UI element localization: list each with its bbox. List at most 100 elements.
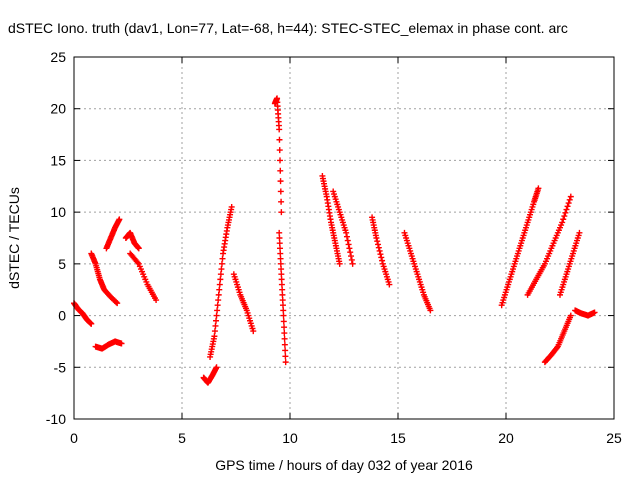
data-point: [250, 328, 257, 335]
data-point: [576, 229, 583, 236]
data-point: [343, 229, 350, 236]
data-point: [219, 255, 226, 262]
data-point: [217, 271, 224, 278]
data-point: [379, 257, 386, 264]
data-point: [566, 196, 573, 203]
data-point: [375, 244, 382, 251]
data-point: [563, 206, 570, 213]
data-point: [213, 364, 220, 371]
data-point: [280, 318, 287, 325]
x-axis-label: GPS time / hours of day 032 of year 2016: [215, 457, 473, 473]
data-arc: [127, 250, 160, 304]
y-tick-label: -10: [46, 411, 66, 427]
data-point: [375, 241, 382, 248]
data-point: [215, 297, 222, 304]
data-point: [567, 193, 574, 200]
data-point: [344, 237, 351, 244]
data-point: [214, 302, 221, 309]
data-point: [218, 260, 225, 267]
data-point: [118, 340, 125, 347]
data-arc: [200, 364, 220, 386]
data-point: [113, 299, 120, 306]
y-tick-label: 0: [58, 308, 66, 324]
data-point: [277, 167, 284, 174]
data-point: [216, 281, 223, 288]
x-tick-label: 0: [70, 430, 78, 446]
data-point: [535, 185, 542, 192]
x-tick-label: 25: [606, 430, 622, 446]
data-point: [567, 312, 574, 319]
data-arc: [330, 188, 356, 267]
data-point: [281, 330, 288, 337]
data-point: [218, 266, 225, 273]
data-point: [378, 254, 385, 261]
data-point: [276, 229, 283, 236]
data-point: [276, 126, 283, 133]
data-point: [282, 359, 289, 366]
data-point: [282, 353, 289, 360]
data-point: [276, 235, 283, 241]
data-point: [376, 247, 383, 254]
data-point: [276, 147, 283, 154]
data-point: [278, 281, 285, 288]
data-point: [277, 245, 284, 252]
data-point: [278, 271, 285, 278]
data-point: [349, 260, 356, 267]
data-point: [348, 253, 355, 260]
data-point: [277, 260, 284, 267]
data-arc: [230, 271, 257, 335]
data-point: [211, 333, 218, 340]
data-point: [214, 307, 221, 314]
data-point: [278, 198, 285, 205]
data-point: [135, 245, 142, 252]
data-arc: [557, 229, 583, 298]
data-point: [560, 216, 567, 223]
data-point: [116, 216, 123, 223]
data-point: [279, 286, 286, 293]
data-point: [374, 238, 381, 245]
data-point: [280, 312, 287, 319]
data-point: [277, 188, 284, 195]
data-point: [212, 322, 219, 329]
data-point: [347, 249, 354, 256]
data-arc: [92, 338, 125, 352]
data-point: [279, 302, 286, 309]
data-arc: [71, 300, 95, 327]
data-point: [211, 328, 218, 335]
data-point: [591, 309, 598, 316]
ticks: 0 5 10 15 20 25 -10 -5 0 5 10 15 20 25: [46, 49, 622, 446]
data-point: [346, 245, 353, 252]
data-point: [153, 297, 160, 304]
data-point: [276, 240, 283, 247]
y-tick-label: 25: [50, 49, 66, 65]
plot-frame: [73, 56, 615, 420]
data-point: [278, 266, 285, 273]
data-point: [228, 203, 235, 210]
x-tick-label: 5: [178, 430, 186, 446]
data-point: [278, 209, 285, 216]
data-point: [217, 276, 224, 283]
data-arc: [319, 172, 343, 267]
y-tick-label: -5: [54, 359, 67, 375]
grid: [74, 57, 614, 419]
data-point: [134, 259, 141, 266]
data-point: [561, 213, 568, 220]
data-point: [564, 203, 571, 210]
x-tick-label: 15: [390, 430, 406, 446]
data-point: [279, 297, 286, 304]
y-tick-label: 15: [50, 152, 66, 168]
x-tick-label: 20: [498, 430, 514, 446]
data-point: [213, 317, 220, 324]
data-arc: [572, 307, 598, 319]
data-arc: [524, 193, 574, 298]
chart-title: dSTEC Iono. truth (dav1, Lon=77, Lat=-68…: [8, 20, 568, 36]
data-point: [280, 307, 287, 314]
y-axis-label: dSTEC / TECUs: [6, 187, 22, 289]
data-point: [377, 251, 384, 258]
data-arc: [541, 312, 574, 366]
data-marks: [71, 95, 598, 386]
data-arc: [122, 229, 142, 252]
data-point: [114, 300, 121, 307]
data-arc: [207, 203, 235, 360]
